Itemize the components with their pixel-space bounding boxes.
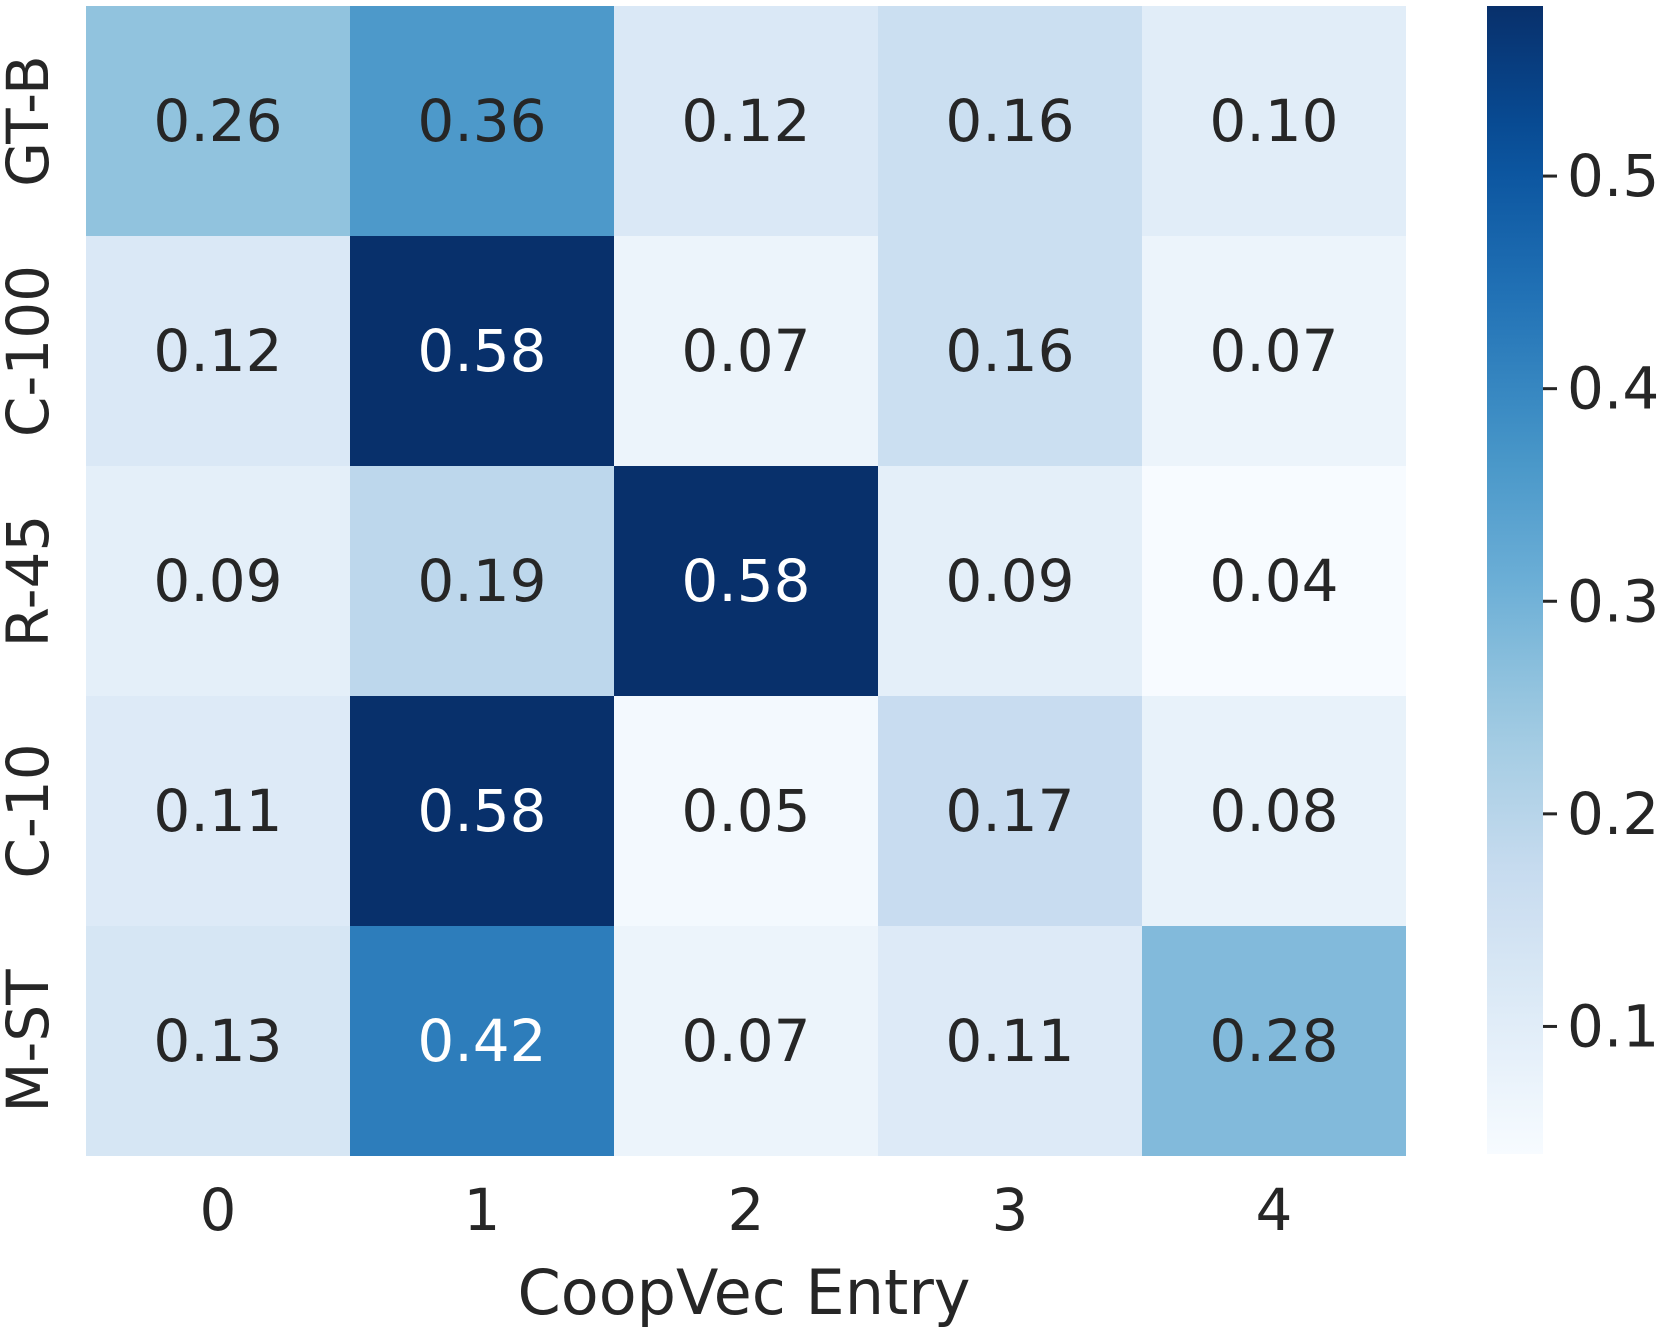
y-tick-label: C-10	[0, 743, 62, 878]
y-tick-label: M-ST	[0, 969, 62, 1113]
cell-value-label: 0.17	[945, 777, 1074, 845]
cell-value-label: 0.09	[945, 547, 1074, 615]
y-tick-label: R-45	[0, 515, 62, 648]
colorbar-tick-label: 0.4	[1567, 355, 1659, 423]
heatmap-cell	[1142, 926, 1406, 1156]
x-tick-label: 1	[464, 1176, 501, 1244]
colorbar-tick-label: 0.5	[1567, 142, 1659, 210]
colorbar	[1487, 6, 1543, 1154]
heatmap-cell	[1142, 696, 1406, 926]
heatmap-cell	[1142, 6, 1406, 236]
colorbar-tick-label: 0.1	[1567, 992, 1659, 1060]
x-tick-label: 2	[728, 1176, 765, 1244]
cell-value-label: 0.10	[1209, 87, 1338, 155]
x-tick-label: 4	[1256, 1176, 1293, 1244]
heatmap-cell	[614, 236, 878, 466]
cell-value-label: 0.09	[153, 547, 282, 615]
cell-value-label: 0.19	[417, 547, 546, 615]
y-tick-label: GT-B	[0, 55, 62, 187]
colorbar-ticks: 0.1 0.2 0.3 0.4 0.5	[1543, 142, 1659, 1060]
colorbar-tick-label: 0.3	[1567, 567, 1659, 635]
cell-value-label: 0.11	[153, 777, 282, 845]
heatmap-cell	[1142, 466, 1406, 696]
cell-value-label: 0.16	[945, 87, 1074, 155]
cell-value-label: 0.07	[681, 1007, 810, 1075]
cell-value-label: 0.04	[1209, 547, 1338, 615]
heatmap-cell	[878, 926, 1142, 1156]
cell-value-label: 0.13	[153, 1007, 282, 1075]
cell-value-label: 0.07	[681, 317, 810, 385]
heatmap-cell	[86, 6, 350, 236]
cell-value-label: 0.16	[945, 317, 1074, 385]
heatmap-cell	[86, 466, 350, 696]
heatmap-cell	[614, 696, 878, 926]
heatmap-cell	[878, 6, 1142, 236]
heatmap-cells	[86, 6, 1406, 1156]
heatmap-cell	[878, 466, 1142, 696]
heatmap-cell	[1142, 236, 1406, 466]
cell-value-label: 0.26	[153, 87, 282, 155]
cell-value-label: 0.11	[945, 1007, 1074, 1075]
cell-value-label: 0.05	[681, 777, 810, 845]
cell-value-label: 0.12	[153, 317, 282, 385]
x-tick-label: 3	[992, 1176, 1029, 1244]
heatmap-cell	[878, 696, 1142, 926]
x-axis-ticks: 0 1 2 3 4	[200, 1176, 1293, 1244]
heatmap-cell	[86, 236, 350, 466]
heatmap-cell	[350, 696, 614, 926]
heatmap-cell	[614, 466, 878, 696]
cell-value-label: 0.36	[417, 87, 546, 155]
cell-value-label: 0.08	[1209, 777, 1338, 845]
heatmap-cell	[350, 236, 614, 466]
colorbar-tick-label: 0.2	[1567, 780, 1659, 848]
heatmap-cell-labels: 0.26 0.36 0.12 0.16 0.10 0.12 0.58 0.07 0.16 0.07…	[153, 87, 1338, 1075]
x-tick-label: 0	[200, 1176, 237, 1244]
cell-value-label: 0.58	[417, 777, 546, 845]
x-axis-title: CoopVec Entry	[517, 1256, 970, 1329]
y-tick-label: C-100	[0, 265, 62, 437]
heatmap-cell	[86, 926, 350, 1156]
heatmap-cell	[350, 6, 614, 236]
cell-value-label: 0.58	[417, 317, 546, 385]
heatmap-cell	[878, 236, 1142, 466]
heatmap-cell	[350, 926, 614, 1156]
cell-value-label: 0.58	[681, 547, 810, 615]
heatmap-cell	[614, 6, 878, 236]
heatmap-cell	[86, 696, 350, 926]
heatmap-cell	[350, 466, 614, 696]
heatmap-cell	[614, 926, 878, 1156]
cell-value-label: 0.42	[417, 1007, 546, 1075]
cell-value-label: 0.12	[681, 87, 810, 155]
cell-value-label: 0.07	[1209, 317, 1338, 385]
cell-value-label: 0.28	[1209, 1007, 1338, 1075]
y-axis-ticks: GT-B C-100 R-45 C-10 M-ST	[0, 55, 62, 1112]
